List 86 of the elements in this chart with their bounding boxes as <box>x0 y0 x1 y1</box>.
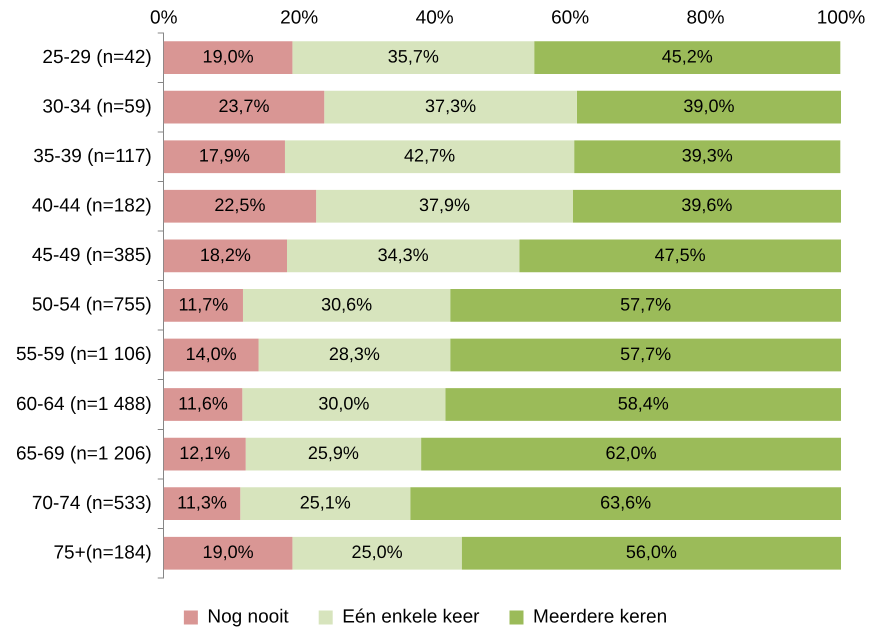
y-tick-label: 70-74 (n=533) <box>32 492 152 514</box>
data-label: 62,0% <box>606 443 657 464</box>
y-tick-label: 45-49 (n=385) <box>32 245 152 266</box>
y-tick-label: 65-69 (n=1 206) <box>16 443 152 464</box>
bar <box>164 190 316 223</box>
data-label: 25,9% <box>308 443 359 464</box>
legend-label: Nog nooit <box>207 606 290 628</box>
data-label: 19,0% <box>202 542 254 562</box>
bar <box>534 41 840 74</box>
bar <box>316 190 573 223</box>
bar <box>572 190 841 223</box>
y-tick-label: 25-29 (n=42) <box>42 46 152 68</box>
bar <box>445 388 841 421</box>
data-label: 57,7% <box>620 344 672 364</box>
y-tick-label: 40-44 (n=182) <box>32 196 152 217</box>
x-tick-label: 20% <box>280 8 318 29</box>
data-label: 19,0% <box>202 46 254 67</box>
data-label: 58,4% <box>618 393 669 414</box>
y-tick-label: 50-54 (n=755) <box>32 294 152 316</box>
data-label: 35,7% <box>388 46 439 67</box>
bar <box>450 289 841 322</box>
y-tick-label: 60-64 (n=1 488) <box>16 394 152 415</box>
data-label: 37,3% <box>425 96 476 116</box>
bar <box>164 388 242 421</box>
bar <box>462 536 841 570</box>
data-label: 28,3% <box>328 344 380 364</box>
data-label: 23,7% <box>218 96 270 116</box>
data-label: 30,6% <box>321 294 372 314</box>
data-label: 22,5% <box>214 195 266 216</box>
bar <box>164 239 287 272</box>
data-label: 39,3% <box>682 146 733 166</box>
data-label: 30,0% <box>318 393 370 414</box>
data-label: 63,6% <box>600 492 652 513</box>
bar <box>421 438 841 470</box>
bar <box>284 140 574 174</box>
bar <box>164 140 285 174</box>
data-label: 11,7% <box>178 294 228 314</box>
y-tick-label: 55-59 (n=1 106) <box>16 344 152 366</box>
bar <box>519 239 841 272</box>
bar <box>242 289 450 322</box>
x-tick-label: 40% <box>416 8 454 29</box>
bar <box>164 90 324 124</box>
data-label: 17,9% <box>198 146 250 166</box>
bar <box>164 289 243 322</box>
bar <box>164 536 292 570</box>
data-label: 25,0% <box>352 542 403 562</box>
legend-label: Meerdere keren <box>533 606 668 628</box>
data-label: 57,7% <box>620 294 672 314</box>
bar <box>164 487 240 520</box>
data-label: 12,1% <box>179 443 230 464</box>
data-label: 14,0% <box>186 344 237 364</box>
bar <box>292 536 462 570</box>
bar <box>576 90 841 124</box>
bar <box>164 41 292 74</box>
y-tick-label: 30-34 (n=59) <box>42 96 152 118</box>
bar <box>242 388 446 421</box>
bar <box>164 338 259 372</box>
data-label: 18,2% <box>200 244 251 265</box>
bar <box>164 438 246 470</box>
bar <box>246 438 422 470</box>
data-label: 25,1% <box>300 492 351 513</box>
bar <box>324 90 577 124</box>
data-label: 11,6% <box>178 393 228 414</box>
data-label: 11,3% <box>177 492 227 513</box>
data-label: 56,0% <box>626 542 677 562</box>
data-label: 39,0% <box>683 96 734 116</box>
y-tick-label: 35-39 (n=117) <box>33 146 152 167</box>
x-tick-label: 60% <box>551 8 590 29</box>
bar <box>258 338 450 372</box>
data-label: 42,7% <box>404 146 456 166</box>
x-tick-label: 0% <box>150 8 178 29</box>
data-label: 37,9% <box>418 195 470 216</box>
bar <box>240 487 410 520</box>
bar <box>574 140 840 174</box>
x-tick-label: 100% <box>816 8 866 29</box>
legend-label: Eén enkele keer <box>342 606 480 628</box>
bar <box>287 239 520 272</box>
bar <box>450 338 841 372</box>
x-tick-label: 80% <box>686 8 725 29</box>
bar <box>410 487 841 520</box>
y-tick-label: 75+(n=184) <box>53 542 152 564</box>
data-label: 39,6% <box>681 195 732 216</box>
bar <box>292 41 534 74</box>
data-label: 34,3% <box>378 244 429 265</box>
data-label: 47,5% <box>654 244 706 265</box>
data-label: 45,2% <box>662 46 713 67</box>
